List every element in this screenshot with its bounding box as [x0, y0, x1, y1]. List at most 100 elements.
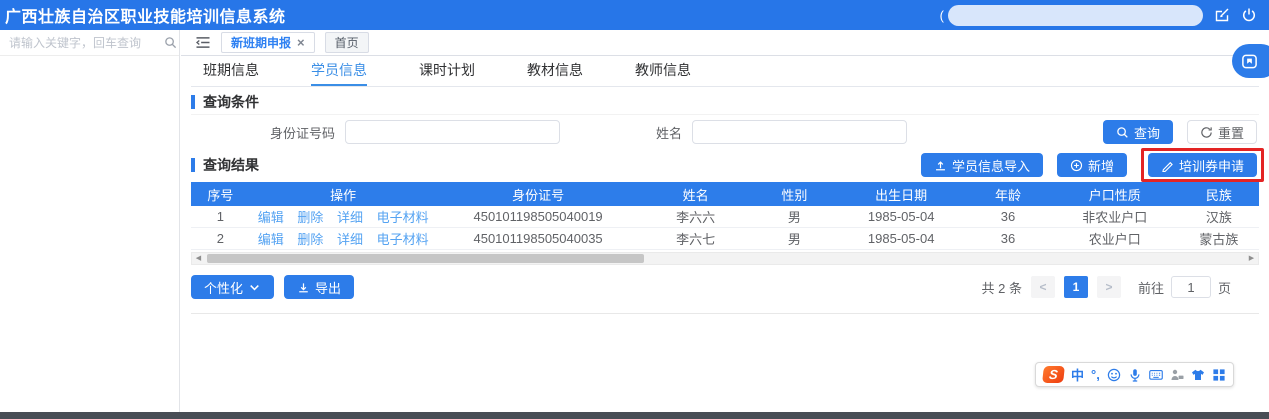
ime-chinese-mode-toggle[interactable]: 中	[1071, 368, 1085, 383]
tab-label: 首页	[334, 36, 359, 50]
row-ethnicity: 蒙古族	[1199, 232, 1239, 247]
row-id-number: 450101198505040019	[473, 209, 603, 224]
scroll-right-arrow-icon[interactable]: ▶	[1248, 255, 1255, 262]
tab-home[interactable]: 首页	[324, 32, 369, 53]
chat-bubble-icon	[1242, 54, 1257, 68]
highlight-annotation-box: 培训券申请	[1140, 148, 1264, 182]
query-section-header: 查询条件	[191, 89, 1259, 115]
sidebar-search-input[interactable]	[9, 35, 164, 50]
edit-link[interactable]: 编辑	[257, 232, 284, 247]
add-button-label: 新增	[1087, 158, 1114, 174]
table-row: 1 编辑 删除 详细 电子材料 450101198505040019 李六六 男…	[191, 206, 1259, 228]
plus-circle-icon	[1070, 159, 1083, 171]
e-material-link[interactable]: 电子材料	[376, 210, 429, 225]
col-seq: 序号	[207, 187, 234, 203]
reset-button[interactable]: 重置	[1186, 120, 1257, 144]
training-voucher-label: 培训券申请	[1178, 158, 1244, 174]
col-birth-date: 出生日期	[875, 187, 928, 203]
goto-page-group: 前往 页	[1138, 276, 1231, 298]
e-material-link[interactable]: 电子材料	[376, 232, 429, 247]
subtab-teacher-info[interactable]: 教师信息	[635, 62, 691, 78]
id-number-input[interactable]	[345, 120, 560, 144]
add-button[interactable]: 新增	[1056, 153, 1127, 177]
collapse-menu-icon[interactable]	[195, 36, 211, 49]
redacted-user-info	[948, 4, 1203, 26]
row-actions: 编辑 删除 详细 电子材料	[250, 207, 437, 226]
export-button[interactable]: 导出	[284, 275, 355, 299]
row-seq: 1	[216, 209, 224, 224]
name-input[interactable]	[692, 120, 908, 144]
footer-buttons: 个性化 导出	[191, 275, 355, 299]
row-birth-date: 1985-05-04	[867, 209, 935, 224]
row-id-number: 450101198505040035	[473, 231, 603, 246]
ime-toolbar: S 中 °,	[1035, 362, 1234, 387]
sidebar	[0, 30, 180, 412]
goto-page-input[interactable]	[1170, 276, 1211, 298]
emoji-icon[interactable]	[1107, 368, 1121, 382]
horizontal-scrollbar: ◀ ▶	[191, 252, 1259, 265]
sidebar-search	[0, 30, 179, 56]
search-button[interactable]: 查询	[1102, 120, 1173, 144]
goto-label: 前往	[1137, 280, 1164, 296]
row-name: 李六六	[676, 210, 716, 225]
edit-link[interactable]: 编辑	[257, 210, 284, 225]
training-voucher-button[interactable]: 培训券申请	[1147, 153, 1257, 177]
import-students-button[interactable]: 学员信息导入	[920, 153, 1043, 177]
name-label: 姓名	[656, 125, 683, 141]
app-title: 广西壮族自治区职业技能培训信息系统	[5, 9, 286, 26]
row-birth-date: 1985-05-04	[867, 231, 935, 246]
delete-link[interactable]: 删除	[297, 232, 324, 247]
search-icon	[1117, 126, 1128, 138]
scrollbar-thumb[interactable]	[207, 254, 644, 263]
import-students-label: 学员信息导入	[951, 158, 1030, 174]
detail-link[interactable]: 详细	[336, 232, 363, 247]
row-actions: 编辑 删除 详细 电子材料	[250, 229, 437, 248]
personalize-button[interactable]: 个性化	[191, 275, 275, 299]
query-actions: 查询 重置	[1102, 120, 1259, 144]
window-tabstrip: 新班期申报 × 首页	[181, 30, 1269, 56]
taskbar-edge	[0, 412, 1269, 419]
next-page-button[interactable]: >	[1096, 276, 1121, 298]
user-text-fragment: (	[939, 7, 944, 23]
col-gender: 性别	[781, 187, 808, 203]
search-icon[interactable]	[164, 36, 177, 49]
close-icon[interactable]: ×	[297, 35, 305, 50]
subtab-student-info[interactable]: 学员信息	[311, 56, 367, 86]
row-name: 李六七	[676, 232, 716, 247]
detail-link[interactable]: 详细	[336, 210, 363, 225]
pencil-icon	[1162, 161, 1173, 172]
skin-shirt-icon[interactable]	[1191, 368, 1205, 382]
main-area: 新班期申报 × 首页 班期信息 学员信息 课时计划 教材信息 教师信息 查询条件	[181, 30, 1269, 412]
page-unit-label: 页	[1217, 280, 1231, 296]
user-toolbox-icon[interactable]	[1170, 368, 1184, 382]
scroll-left-arrow-icon[interactable]: ◀	[195, 255, 202, 262]
query-form: 身份证号码 姓名 查询	[191, 117, 1259, 147]
tab-new-class-declaration[interactable]: 新班期申报 ×	[221, 32, 315, 53]
sogou-logo-icon[interactable]: S	[1042, 366, 1065, 383]
microphone-icon[interactable]	[1128, 368, 1142, 382]
subtab-textbook-info[interactable]: 教材信息	[527, 62, 583, 78]
toolbox-grid-icon[interactable]	[1212, 368, 1226, 382]
table-header-row: 序号 操作 身份证号 姓名 性别 出生日期 年龄 户口性质 民族	[191, 182, 1259, 206]
delete-link[interactable]: 删除	[297, 210, 324, 225]
current-page-button[interactable]: 1	[1063, 276, 1088, 298]
subtab-lesson-plan[interactable]: 课时计划	[419, 62, 475, 78]
reset-button-label: 重置	[1217, 125, 1244, 141]
ime-punctuation-toggle[interactable]: °,	[1091, 367, 1100, 382]
feedback-chat-button[interactable]	[1232, 44, 1269, 78]
subtab-class-info[interactable]: 班期信息	[203, 62, 259, 78]
section-marker	[191, 158, 195, 172]
row-age: 36	[1000, 209, 1016, 224]
app-header: 广西壮族自治区职业技能培训信息系统 (	[0, 0, 1269, 30]
upload-icon	[935, 160, 945, 170]
edit-profile-icon[interactable]	[1214, 7, 1230, 23]
id-number-label: 身份证号码	[269, 125, 335, 141]
keyboard-icon[interactable]	[1149, 368, 1163, 382]
scrollbar-track[interactable]	[205, 254, 1245, 263]
table-footer: 个性化 导出 共 2 条 <	[191, 275, 1259, 299]
download-icon	[299, 282, 308, 292]
prev-page-button[interactable]: <	[1030, 276, 1055, 298]
header-right-group: (	[939, 4, 1269, 26]
logout-power-icon[interactable]	[1241, 7, 1257, 23]
